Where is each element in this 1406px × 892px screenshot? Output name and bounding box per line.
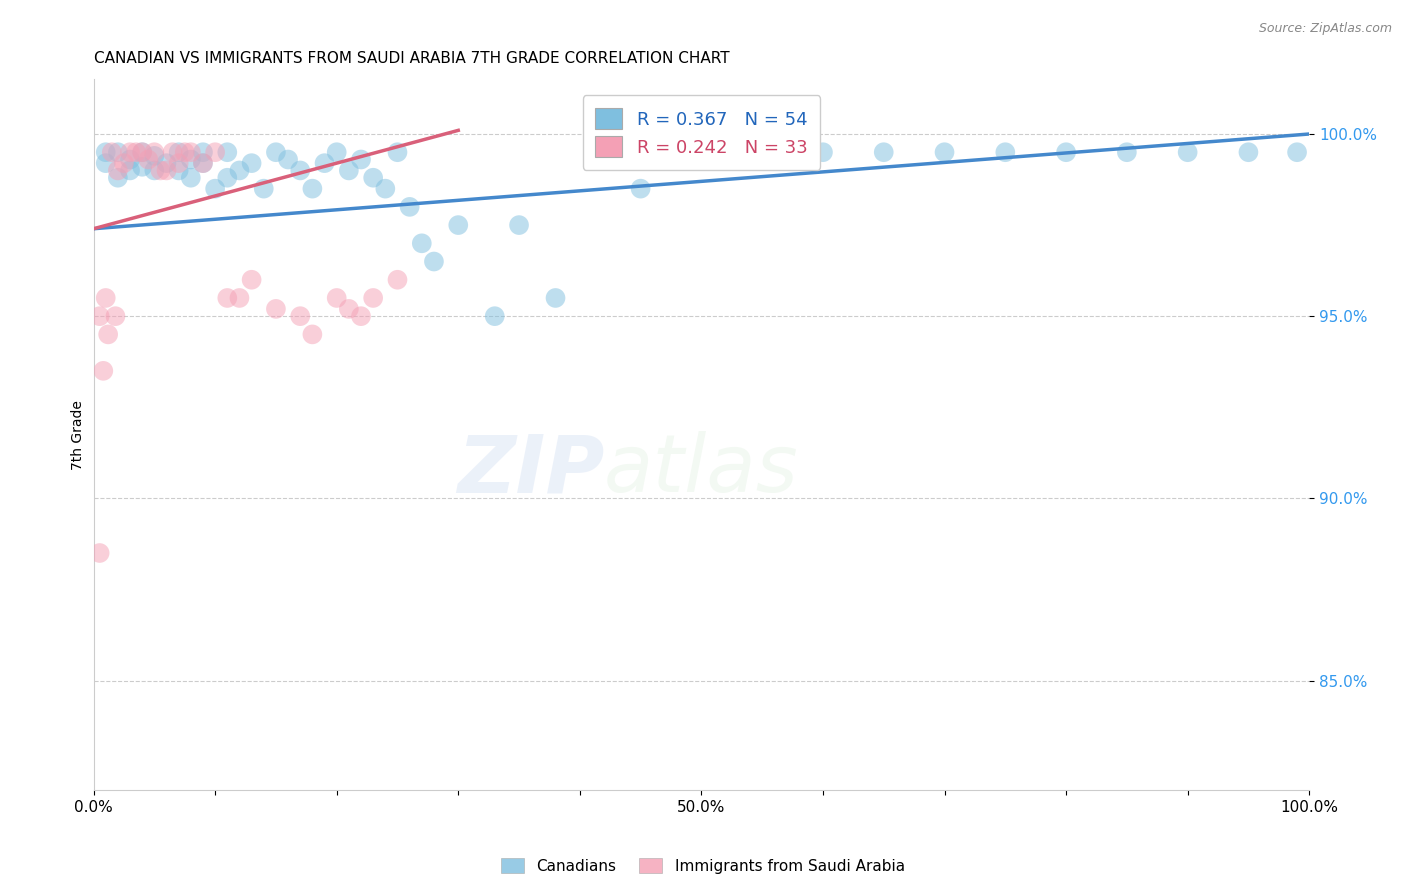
Point <box>1237 145 1260 160</box>
Point <box>162 145 184 160</box>
Point <box>101 145 124 160</box>
Point <box>167 163 190 178</box>
Point <box>125 145 148 160</box>
Point <box>411 236 433 251</box>
Point <box>143 163 166 178</box>
Text: CANADIAN VS IMMIGRANTS FROM SAUDI ARABIA 7TH GRADE CORRELATION CHART: CANADIAN VS IMMIGRANTS FROM SAUDI ARABIA… <box>94 51 730 66</box>
Point <box>204 181 226 195</box>
Point <box>155 163 177 178</box>
Point <box>136 153 159 167</box>
Point <box>994 145 1017 160</box>
Point <box>508 218 530 232</box>
Point <box>387 273 409 287</box>
Point <box>149 163 172 178</box>
Point <box>217 145 239 160</box>
Point <box>240 273 263 287</box>
Point <box>398 200 420 214</box>
Point <box>1115 145 1137 160</box>
Point <box>361 291 384 305</box>
Y-axis label: 7th Grade: 7th Grade <box>72 400 86 469</box>
Point <box>423 254 446 268</box>
Point <box>118 145 141 160</box>
Point <box>1177 145 1199 160</box>
Point <box>751 145 773 160</box>
Point <box>934 145 956 160</box>
Point <box>191 156 214 170</box>
Point <box>91 364 114 378</box>
Point <box>104 309 127 323</box>
Point <box>173 145 195 160</box>
Point <box>131 160 153 174</box>
Point <box>811 145 834 160</box>
Point <box>1054 145 1077 160</box>
Point <box>361 170 384 185</box>
Point <box>253 181 276 195</box>
Point <box>325 291 347 305</box>
Point <box>301 327 323 342</box>
Point <box>94 145 117 160</box>
Point <box>350 309 373 323</box>
Point <box>155 156 177 170</box>
Point <box>107 163 129 178</box>
Point <box>97 327 120 342</box>
Point <box>350 153 373 167</box>
Point <box>301 181 323 195</box>
Point <box>180 170 202 185</box>
Text: atlas: atlas <box>605 431 799 509</box>
Legend: R = 0.367   N = 54, R = 0.242   N = 33: R = 0.367 N = 54, R = 0.242 N = 33 <box>582 95 820 169</box>
Point <box>118 153 141 167</box>
Legend: Canadians, Immigrants from Saudi Arabia: Canadians, Immigrants from Saudi Arabia <box>495 852 911 880</box>
Point <box>118 163 141 178</box>
Point <box>264 145 287 160</box>
Point <box>143 145 166 160</box>
Point <box>143 149 166 163</box>
Point <box>387 145 409 160</box>
Point <box>180 153 202 167</box>
Point <box>337 301 360 316</box>
Text: ZIP: ZIP <box>457 431 605 509</box>
Point <box>89 546 111 560</box>
Point <box>167 156 190 170</box>
Point <box>337 163 360 178</box>
Point <box>191 145 214 160</box>
Point <box>374 181 396 195</box>
Point <box>228 291 250 305</box>
Point <box>240 156 263 170</box>
Point <box>290 309 312 323</box>
Point <box>217 170 239 185</box>
Point <box>544 291 567 305</box>
Point <box>630 181 652 195</box>
Point <box>191 156 214 170</box>
Point <box>873 145 896 160</box>
Point <box>290 163 312 178</box>
Point <box>107 170 129 185</box>
Point <box>204 145 226 160</box>
Point <box>217 291 239 305</box>
Point <box>1286 145 1309 160</box>
Point <box>94 291 117 305</box>
Point <box>325 145 347 160</box>
Point <box>180 145 202 160</box>
Point <box>89 309 111 323</box>
Point <box>690 153 713 167</box>
Point <box>484 309 506 323</box>
Point <box>112 156 135 170</box>
Point <box>447 218 470 232</box>
Point <box>593 145 616 160</box>
Text: Source: ZipAtlas.com: Source: ZipAtlas.com <box>1258 22 1392 36</box>
Point <box>277 153 299 167</box>
Point <box>264 301 287 316</box>
Point <box>228 163 250 178</box>
Point <box>107 145 129 160</box>
Point <box>131 145 153 160</box>
Point <box>94 156 117 170</box>
Point <box>131 145 153 160</box>
Point <box>167 145 190 160</box>
Point <box>314 156 336 170</box>
